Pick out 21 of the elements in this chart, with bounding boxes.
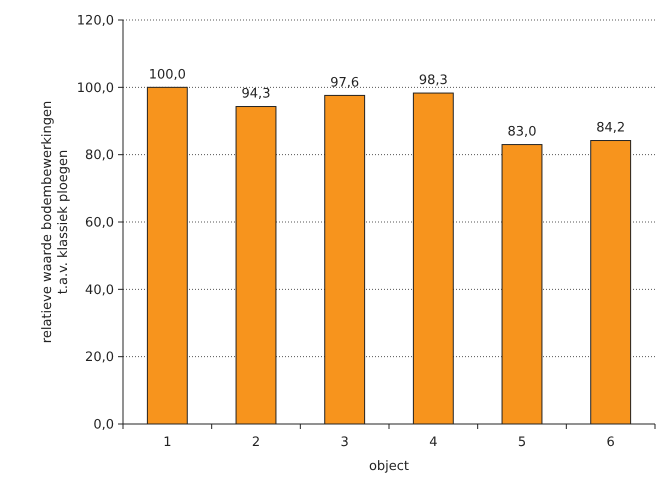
data-label: 100,0 bbox=[148, 67, 186, 82]
x-tick-label: 4 bbox=[429, 435, 438, 450]
x-tick-label: 6 bbox=[606, 435, 615, 450]
x-tick-label: 2 bbox=[252, 435, 260, 450]
data-label: 84,2 bbox=[596, 120, 626, 136]
y-tick-label: 120,0 bbox=[76, 14, 114, 29]
y-tick-label: 20,0 bbox=[85, 350, 114, 366]
y-axis-title: relatieve waarde bodembewerkingen t.a.v. klassiek ploegen bbox=[40, 100, 71, 344]
x-tick-label: 3 bbox=[340, 435, 349, 450]
data-label: 83,0 bbox=[508, 124, 536, 140]
y-tick-label: 60,0 bbox=[85, 216, 114, 231]
data-label: 94,3 bbox=[242, 86, 270, 102]
x-tick-label: 5 bbox=[518, 435, 526, 450]
data-label: 98,3 bbox=[418, 73, 448, 88]
y-tick-label: 40,0 bbox=[85, 282, 114, 298]
x-tick-label: 1 bbox=[163, 435, 172, 450]
y-tick-label: 0,0 bbox=[93, 418, 114, 433]
y-tick-label: 80,0 bbox=[85, 148, 114, 164]
data-label: 97,6 bbox=[330, 75, 360, 90]
y-tick-label: 100,0 bbox=[76, 80, 114, 96]
x-axis-title: object bbox=[368, 459, 410, 474]
